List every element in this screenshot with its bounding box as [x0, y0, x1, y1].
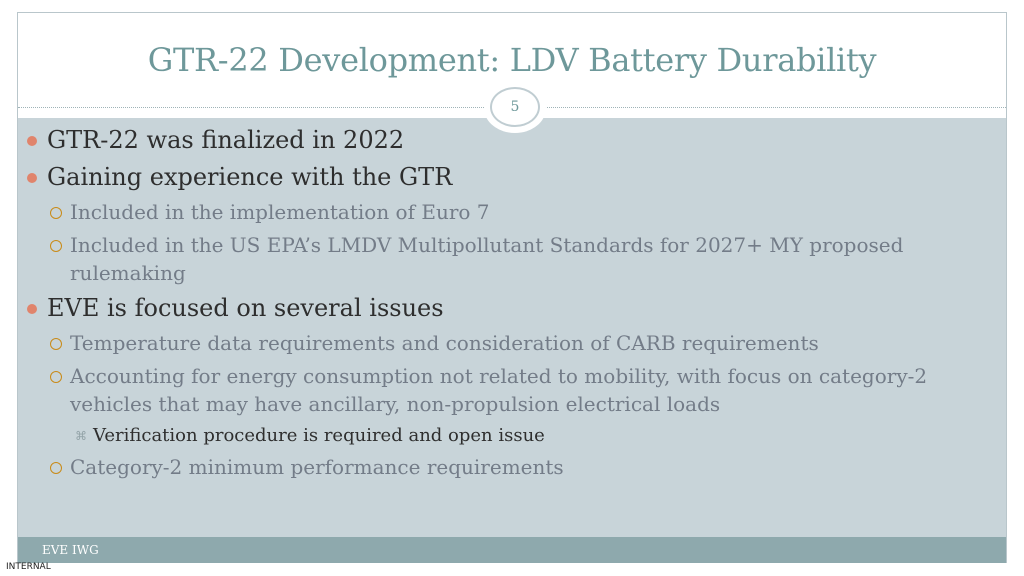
sub-bullet-text: Temperature data requirements and consid…: [70, 331, 819, 355]
sub-bullet-text: Included in the implementation of Euro 7: [70, 200, 490, 224]
sub-bullet-text: Accounting for energy consumption not re…: [70, 364, 928, 416]
sub-bullet-text: Included in the US EPA’s LMDV Multipollu…: [70, 233, 904, 285]
slide: GTR-22 Development: LDV Battery Durabili…: [17, 12, 1007, 563]
hollow-circle-bullet-icon: [50, 371, 62, 383]
sub-bullet-text: Category-2 minimum performance requireme…: [70, 455, 564, 479]
sub-bullet-item: Category-2 minimum performance requireme…: [24, 453, 984, 481]
bullet-list: GTR-22 was finalized in 2022 Gaining exp…: [24, 124, 984, 486]
footer-bar: EVE IWG: [18, 537, 1006, 563]
filled-circle-bullet-icon: [27, 136, 37, 146]
hollow-circle-bullet-icon: [50, 240, 62, 252]
cross-bullet-icon: ⌘: [75, 429, 87, 443]
sub-bullet-item: Included in the US EPA’s LMDV Multipollu…: [24, 231, 984, 287]
sub-sub-bullet-text: Verification procedure is required and o…: [93, 425, 545, 446]
bullet-item: GTR-22 was finalized in 2022: [24, 124, 984, 157]
sub-bullet-item: Included in the implementation of Euro 7: [24, 198, 984, 226]
hollow-circle-bullet-icon: [50, 462, 62, 474]
page-number: 5: [490, 87, 540, 127]
bullet-item: EVE is focused on several issues: [24, 292, 984, 325]
hollow-circle-bullet-icon: [50, 338, 62, 350]
bullet-text: Gaining experience with the GTR: [47, 163, 453, 191]
sub-bullet-item: Temperature data requirements and consid…: [24, 329, 984, 357]
content-area: [18, 118, 1006, 537]
bullet-text: EVE is focused on several issues: [47, 294, 444, 322]
sub-bullet-item: Accounting for energy consumption not re…: [24, 362, 984, 418]
slide-title: GTR-22 Development: LDV Battery Durabili…: [147, 41, 877, 79]
hollow-circle-bullet-icon: [50, 207, 62, 219]
filled-circle-bullet-icon: [27, 304, 37, 314]
bullet-item: Gaining experience with the GTR: [24, 161, 984, 194]
internal-label: INTERNAL: [6, 562, 51, 572]
filled-circle-bullet-icon: [27, 173, 37, 183]
footer-text: EVE IWG: [42, 543, 99, 557]
bullet-text: GTR-22 was finalized in 2022: [47, 126, 405, 154]
sub-sub-bullet-item: ⌘ Verification procedure is required and…: [24, 423, 984, 449]
